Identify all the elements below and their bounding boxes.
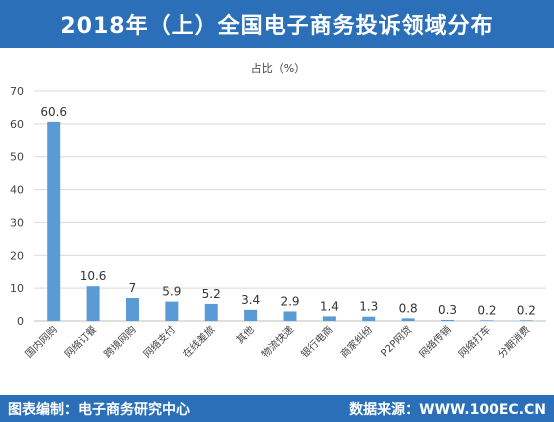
data-label: 5.9: [162, 285, 181, 299]
x-tick-label: 物流快递: [259, 323, 296, 360]
bar: [86, 286, 100, 321]
x-tick-label: 网络支付: [140, 323, 177, 360]
y-tick-label: 30: [10, 216, 24, 229]
bar: [125, 298, 139, 321]
bar: [244, 309, 258, 321]
chart-title: 2018年（上）全国电子商务投诉领域分布: [60, 14, 494, 39]
y-tick-label: 10: [10, 282, 24, 295]
x-tick-label: 网络订餐: [62, 323, 99, 360]
data-label: 0.8: [399, 301, 418, 315]
x-tick-label: 网络打车: [456, 323, 493, 360]
bar: [204, 303, 218, 321]
title-banner: 2018年（上）全国电子商务投诉领域分布: [0, 0, 554, 48]
bar: [519, 320, 533, 321]
bar: [441, 320, 455, 321]
bar-chart: 占比（%） 0 10 20 30 40 50 60 70 60.6 国内网购 10.6 网络订餐 7 跨境…: [10, 61, 546, 360]
bar: [480, 320, 494, 321]
y-tick-label: 70: [10, 85, 24, 98]
bar: [165, 301, 179, 321]
x-tick-label: 其他: [233, 323, 256, 346]
data-label: 0.2: [517, 303, 536, 317]
chart-subtitle: 占比（%）: [251, 61, 305, 75]
footer-data-source: 数据来源：WWW.100EC.CN: [349, 402, 546, 418]
x-tick-label: 在线差旅: [180, 323, 217, 360]
data-label: 5.2: [202, 287, 221, 301]
data-label: 60.6: [40, 105, 67, 119]
data-label: 1.4: [320, 299, 339, 313]
x-tick-label: P2P网贷: [378, 323, 414, 359]
x-tick-label: 国内网购: [22, 323, 59, 360]
bar: [283, 311, 297, 321]
x-tick-label: 网络传销: [416, 323, 453, 360]
x-tick-label: 商家纠纷: [337, 323, 374, 360]
x-tick-label: 分期消费: [495, 323, 532, 360]
bar: [362, 316, 376, 321]
y-tick-label: 60: [10, 118, 24, 131]
bar: [401, 318, 415, 321]
x-tick-label: 银行电商: [298, 323, 335, 360]
footer-banner: 图表编制：电子商务研究中心 数据来源：WWW.100EC.CN: [0, 395, 554, 422]
y-tick-label: 50: [10, 151, 24, 164]
data-label: 0.2: [477, 303, 496, 317]
x-tick-label: 跨境网购: [101, 323, 138, 360]
bar: [322, 316, 336, 321]
footer-source-compiler: 图表编制：电子商务研究中心: [8, 402, 190, 418]
data-label: 1.3: [359, 300, 378, 314]
y-tick-label: 40: [10, 184, 24, 197]
data-label: 2.9: [280, 294, 299, 308]
y-tick-label: 20: [10, 249, 24, 262]
y-tick-label: 0: [17, 315, 24, 328]
data-label: 3.4: [241, 293, 260, 307]
data-label: 7: [129, 281, 137, 295]
data-label: 0.3: [438, 303, 457, 317]
bar: [47, 121, 61, 321]
data-label: 10.6: [80, 269, 107, 283]
